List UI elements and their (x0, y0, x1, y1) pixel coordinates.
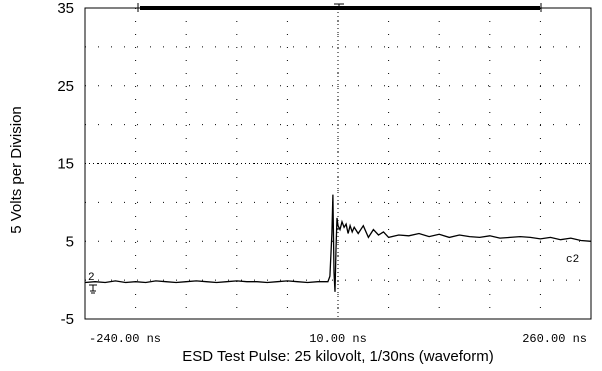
x-tick-label: 260.00 ns (522, 332, 587, 346)
waveform-trace-group (84, 194, 592, 292)
waveform-trace (84, 194, 592, 292)
trace-label: c2 (566, 254, 579, 266)
trigger-position-marker (334, 3, 344, 10)
y-axis-title: 5 Volts per Division (8, 106, 25, 234)
ground-reference-icon (89, 284, 97, 294)
y-tick-label: 15 (57, 156, 74, 173)
x-tick-label: 10.00 ns (309, 332, 367, 346)
y-tick-label: 5 (66, 233, 74, 250)
channel-marker: 2 (88, 272, 95, 284)
grid (85, 8, 591, 319)
x-axis-title: ESD Test Pulse: 25 kilovolt, 1/30ns (wav… (182, 348, 494, 365)
x-axis-ticks: -240.00 ns 10.00 ns 260.00 ns (89, 332, 587, 346)
y-tick-label: -5 (61, 311, 74, 328)
y-tick-label: 25 (57, 78, 74, 95)
y-axis-ticks: 35 25 15 5 -5 (57, 0, 74, 328)
y-tick-label: 35 (57, 0, 74, 17)
acquisition-record-bar (137, 3, 542, 12)
x-tick-label: -240.00 ns (89, 332, 161, 346)
channel-marker-group: 2 (88, 272, 97, 294)
record-window-bar (140, 6, 540, 10)
